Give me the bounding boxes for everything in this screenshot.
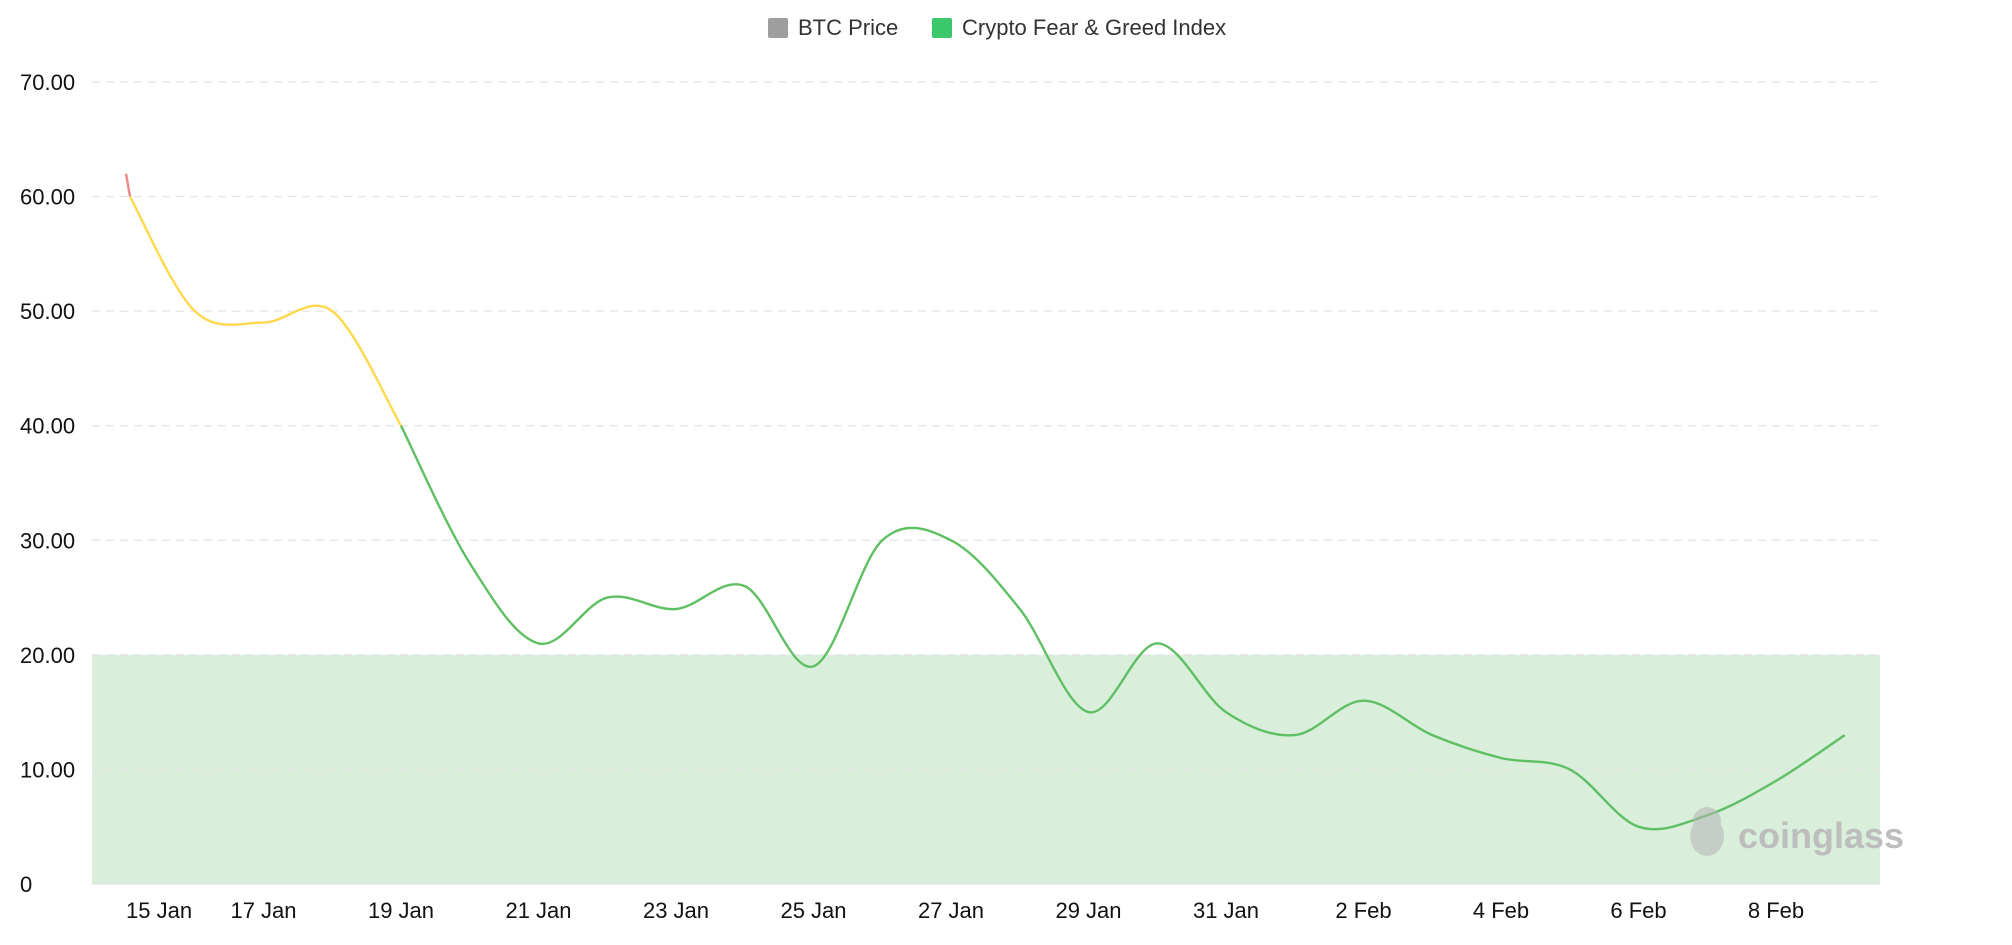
y-left-tick-label-5: 50.00: [20, 299, 75, 324]
x-tick-label-2: 19 Jan: [368, 898, 434, 923]
y-left-tick-label-7: 70.00: [20, 70, 75, 95]
y-left-tick-label-3: 30.00: [20, 528, 75, 553]
x-tick-label-12: 8 Feb: [1748, 898, 1804, 923]
legend-label-0: BTC Price: [798, 15, 898, 40]
watermark-text: coinglass: [1738, 815, 1904, 856]
x-tick-label-3: 21 Jan: [505, 898, 571, 923]
x-tick-label-9: 2 Feb: [1335, 898, 1391, 923]
coinglass-logo-icon: [1690, 807, 1724, 856]
y-left-tick-label-0: 0: [20, 872, 32, 897]
x-tick-label-8: 31 Jan: [1193, 898, 1259, 923]
legend-label-1: Crypto Fear & Greed Index: [962, 15, 1226, 40]
x-tick-label-11: 6 Feb: [1610, 898, 1666, 923]
y-left-tick-label-2: 20.00: [20, 643, 75, 668]
x-tick-label-0: 15 Jan: [126, 898, 192, 923]
x-tick-label-1: 17 Jan: [230, 898, 296, 923]
x-tick-label-4: 23 Jan: [643, 898, 709, 923]
x-tick-label-10: 4 Feb: [1473, 898, 1529, 923]
fear-greed-line-extreme-fear: [399, 425, 1846, 831]
y-left-tick-label-1: 10.00: [20, 757, 75, 782]
x-tick-label-7: 29 Jan: [1055, 898, 1121, 923]
logo-head: [1693, 807, 1721, 835]
y-left-tick-label-6: 60.00: [20, 185, 75, 210]
legend-swatch-1: [932, 18, 952, 38]
x-tick-label-6: 27 Jan: [918, 898, 984, 923]
legend-swatch-0: [768, 18, 788, 38]
fear-greed-line-neutral: [124, 173, 132, 197]
fear-greed-line-fear: [128, 196, 403, 427]
y-left-tick-label-4: 40.00: [20, 414, 75, 439]
x-tick-label-5: 25 Jan: [780, 898, 846, 923]
